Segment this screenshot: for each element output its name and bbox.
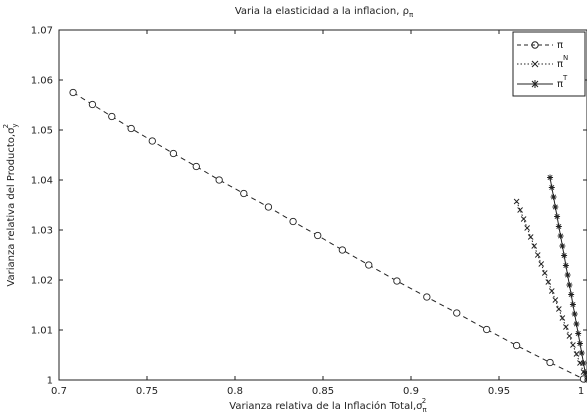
series-2 bbox=[547, 174, 587, 383]
data-point bbox=[564, 272, 571, 278]
data-point bbox=[580, 360, 587, 366]
data-point bbox=[541, 270, 548, 276]
data-point bbox=[127, 124, 135, 133]
data-point bbox=[550, 194, 557, 200]
data-point bbox=[215, 176, 223, 184]
x-tick-label: 0.8 bbox=[227, 386, 243, 397]
data-point bbox=[531, 243, 538, 249]
y-tick-label: 1.04 bbox=[31, 176, 53, 187]
x-axis: 0.7 0.75 0.8 0.85 0.9 0.95 1 bbox=[51, 30, 587, 397]
x-tick-label: 0.7 bbox=[51, 386, 67, 397]
y-axis: 1 1.01 1.02 1.03 1.04 1.05 1.06 1.07 bbox=[31, 26, 587, 387]
data-point bbox=[512, 341, 521, 350]
data-point bbox=[264, 203, 273, 211]
svg-text:πT: πT bbox=[557, 74, 568, 90]
data-point bbox=[423, 293, 431, 301]
data-point bbox=[563, 324, 569, 330]
legend: π πN πT bbox=[512, 31, 586, 97]
x-tick-label: 0.95 bbox=[488, 386, 510, 397]
series-0 bbox=[69, 88, 587, 383]
data-point bbox=[548, 288, 555, 294]
y-tick-label: 1.03 bbox=[31, 226, 53, 237]
data-point bbox=[573, 351, 580, 357]
x-tick-label: 0.85 bbox=[312, 386, 334, 397]
data-point bbox=[524, 225, 530, 231]
x-tick-label: 1 bbox=[578, 386, 584, 397]
data-point bbox=[555, 223, 562, 230]
data-point bbox=[569, 301, 576, 308]
data-point bbox=[365, 261, 373, 269]
x-axis-label: Varianza relativa de la Inflación Total,… bbox=[229, 397, 427, 413]
data-point bbox=[568, 291, 575, 298]
series-1 bbox=[513, 198, 587, 383]
chart-title: Varia la elasticidad a la inflacion, ρπ bbox=[235, 6, 414, 19]
data-point bbox=[338, 246, 347, 254]
plot-area bbox=[58, 29, 587, 381]
legend-item-pi: π bbox=[517, 40, 563, 51]
series-line bbox=[516, 201, 587, 381]
data-point bbox=[556, 306, 562, 312]
data-point bbox=[570, 342, 576, 348]
data-point bbox=[566, 333, 573, 339]
data-point bbox=[192, 162, 200, 171]
data-point bbox=[578, 350, 585, 356]
data-point bbox=[552, 297, 559, 303]
data-point bbox=[547, 174, 554, 181]
legend-item-pi-t: πT bbox=[517, 74, 568, 90]
data-point bbox=[545, 279, 552, 285]
data-point bbox=[289, 217, 297, 226]
y-tick-label: 1.01 bbox=[31, 326, 53, 337]
data-point bbox=[69, 88, 77, 97]
data-point bbox=[520, 216, 527, 222]
y-tick-label: 1 bbox=[47, 376, 53, 387]
svg-text:πN: πN bbox=[557, 54, 568, 70]
data-point bbox=[562, 262, 569, 269]
data-point bbox=[314, 231, 322, 240]
data-point bbox=[566, 282, 573, 288]
data-point bbox=[240, 189, 248, 198]
data-point bbox=[108, 112, 116, 121]
data-point bbox=[571, 311, 578, 317]
data-point bbox=[534, 252, 541, 258]
data-point bbox=[548, 184, 555, 191]
svg-text:π: π bbox=[557, 40, 563, 51]
y-tick-label: 1.02 bbox=[31, 276, 53, 287]
data-point bbox=[576, 340, 583, 347]
data-point bbox=[169, 149, 178, 158]
y-tick-label: 1.07 bbox=[31, 26, 53, 37]
series-line bbox=[549, 177, 587, 381]
data-point bbox=[582, 369, 587, 376]
data-point bbox=[483, 325, 491, 334]
data-point bbox=[559, 315, 566, 321]
y-tick-label: 1.06 bbox=[31, 76, 53, 87]
x-tick-label: 0.75 bbox=[136, 386, 158, 397]
data-point bbox=[561, 252, 568, 259]
data-point bbox=[88, 100, 97, 109]
data-point bbox=[393, 277, 401, 285]
data-point bbox=[517, 207, 523, 213]
data-point bbox=[546, 358, 554, 367]
data-point bbox=[453, 309, 461, 317]
plot-series bbox=[69, 88, 587, 383]
data-point bbox=[538, 261, 545, 267]
data-point bbox=[552, 204, 559, 210]
data-point bbox=[575, 330, 582, 337]
legend-item-pi-n: πN bbox=[517, 54, 568, 70]
y-tick-label: 1.05 bbox=[31, 126, 53, 137]
data-point bbox=[557, 233, 564, 239]
data-point bbox=[148, 137, 156, 145]
data-point bbox=[573, 321, 580, 327]
data-point bbox=[559, 243, 566, 249]
data-point bbox=[513, 198, 520, 205]
series-line bbox=[72, 92, 584, 380]
x-tick-label: 0.9 bbox=[403, 386, 419, 397]
data-point bbox=[554, 213, 561, 220]
data-point bbox=[527, 234, 534, 240]
y-axis-label: Varianza relativa del Producto,σy2 bbox=[2, 123, 19, 286]
